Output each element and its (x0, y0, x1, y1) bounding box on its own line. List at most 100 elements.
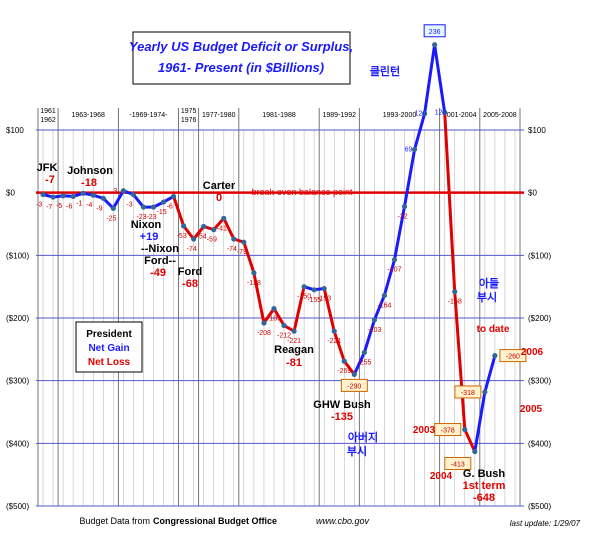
y-tick-label-right: ($300) (528, 377, 551, 386)
data-point (301, 284, 307, 290)
value-label: -59 (207, 237, 217, 244)
data-point (401, 203, 408, 210)
legend-title: President (86, 329, 132, 340)
president-johnson: Johnson (67, 165, 113, 177)
data-point (432, 42, 438, 48)
period-label: -1969-1974- (129, 112, 168, 119)
period-label: 2001-2004 (443, 112, 477, 119)
data-point (40, 191, 46, 198)
value-label: -74 (187, 246, 197, 253)
data-point (191, 236, 197, 242)
legend-loss: Net Loss (88, 357, 131, 368)
boxed-value-label-bg (499, 349, 527, 363)
footer-prefix: Budget Data from (79, 516, 150, 526)
value-label: -208 (257, 330, 271, 337)
value-label: -185 (267, 316, 281, 323)
value-label: -158 (448, 299, 462, 306)
data-point (472, 448, 478, 455)
y-tick-label-right: ($500) (528, 502, 551, 511)
boxed-value-label: -290 (347, 383, 361, 390)
annotation-son-kr-2: 부시 (477, 291, 497, 304)
y-tick-label-right: ($400) (528, 439, 551, 448)
axes: $100 $100 $0 $0 ($100) ($100) ($200) ($200) ($30… (6, 108, 551, 511)
data-point (492, 353, 498, 359)
data-point (422, 111, 428, 117)
data-point (391, 257, 398, 263)
data-point (442, 109, 448, 116)
president-reagan-value: -81 (286, 357, 302, 369)
data-point (351, 371, 357, 377)
data-labels: -3 -7 -5 -6 -1 -4 -9-253-3-23 -23-15-6-53-74-54… (36, 24, 527, 470)
data-point (181, 223, 187, 229)
series-line-loss (322, 288, 356, 376)
y-tick-label-left: ($500) (6, 502, 29, 511)
baseline-label: break-even balance point (251, 187, 353, 197)
data-point (120, 188, 126, 194)
data-point (371, 317, 377, 323)
president-nixon-value: +19 (140, 231, 159, 243)
value-label: -153 (317, 296, 331, 303)
footer-update: last update: 1/29/07 (510, 519, 581, 528)
boxed-value-label-bg (454, 385, 482, 399)
period-label: 1975 (181, 108, 197, 115)
annotation-to-date: to date (477, 324, 510, 335)
boxed-value-label: 236 (429, 29, 441, 36)
series-line-loss (172, 195, 245, 244)
annotation-2006: 2006 (521, 347, 544, 358)
chart-title-line1: Yearly US Budget Deficit or Surplus, (129, 39, 353, 54)
legend-gain: Net Gain (88, 343, 129, 354)
value-label: -74 (227, 246, 237, 253)
y-tick-label-right: ($200) (528, 314, 551, 323)
period-label: 1981-1988 (262, 112, 296, 119)
data-point (100, 195, 106, 201)
boxed-value-label-bg (340, 378, 368, 392)
footer-url: www.cbo.gov (316, 516, 370, 526)
series-line-gain (433, 44, 447, 113)
president-nixon: Nixon (131, 219, 162, 231)
value-label: -5 (56, 203, 62, 210)
value-label: -25 (106, 215, 116, 222)
value-label: -7 (46, 204, 52, 211)
value-label: 126 (415, 111, 427, 118)
value-label: -128 (247, 280, 261, 287)
value-label: -150 (297, 294, 311, 301)
data-point (251, 270, 257, 276)
data-point (231, 236, 237, 242)
value-label: -3 (126, 202, 132, 209)
value-label: -4 (86, 202, 92, 209)
annotation-father-kr-1: 아버지 (348, 430, 378, 444)
data-point (221, 215, 227, 221)
data-point (140, 204, 147, 210)
period-label: 1993-2000 (383, 112, 417, 119)
annotation-father-kr-2: 부시 (347, 445, 367, 458)
period-label: 1989-1992 (323, 112, 357, 119)
value-label: -221 (327, 338, 341, 345)
data-point (70, 193, 76, 200)
data-point (411, 146, 418, 153)
period-label: 1962 (40, 117, 56, 124)
y-tick-label-left: $100 (6, 126, 24, 135)
boxed-value-label-bg (444, 456, 472, 470)
value-label: -155 (307, 297, 321, 304)
boxed-value-label: -413 (451, 461, 465, 468)
president-jfk: JFK (37, 162, 58, 174)
series-line-loss (272, 286, 306, 333)
y-tick-label-left: $0 (6, 189, 15, 198)
value-label: 3 (113, 188, 117, 195)
president-nixon-ford-value: -49 (150, 267, 166, 279)
value-label: -6 (167, 203, 173, 210)
data-point (110, 205, 116, 211)
president-nixon-ford: --Nixon (141, 243, 179, 255)
data-point (50, 194, 56, 200)
data-point (291, 328, 297, 334)
boxed-value-label-bg (423, 24, 446, 38)
president-g-bush: G. Bush (463, 468, 505, 480)
president-g-bush-value: -648 (473, 492, 495, 504)
data-point (150, 204, 157, 210)
boxed-value-label: -260 (506, 354, 520, 361)
president-ghw-bush: GHW Bush (313, 399, 371, 411)
president-johnson-value: -18 (81, 177, 97, 189)
boxed-value-label: -318 (461, 390, 475, 397)
